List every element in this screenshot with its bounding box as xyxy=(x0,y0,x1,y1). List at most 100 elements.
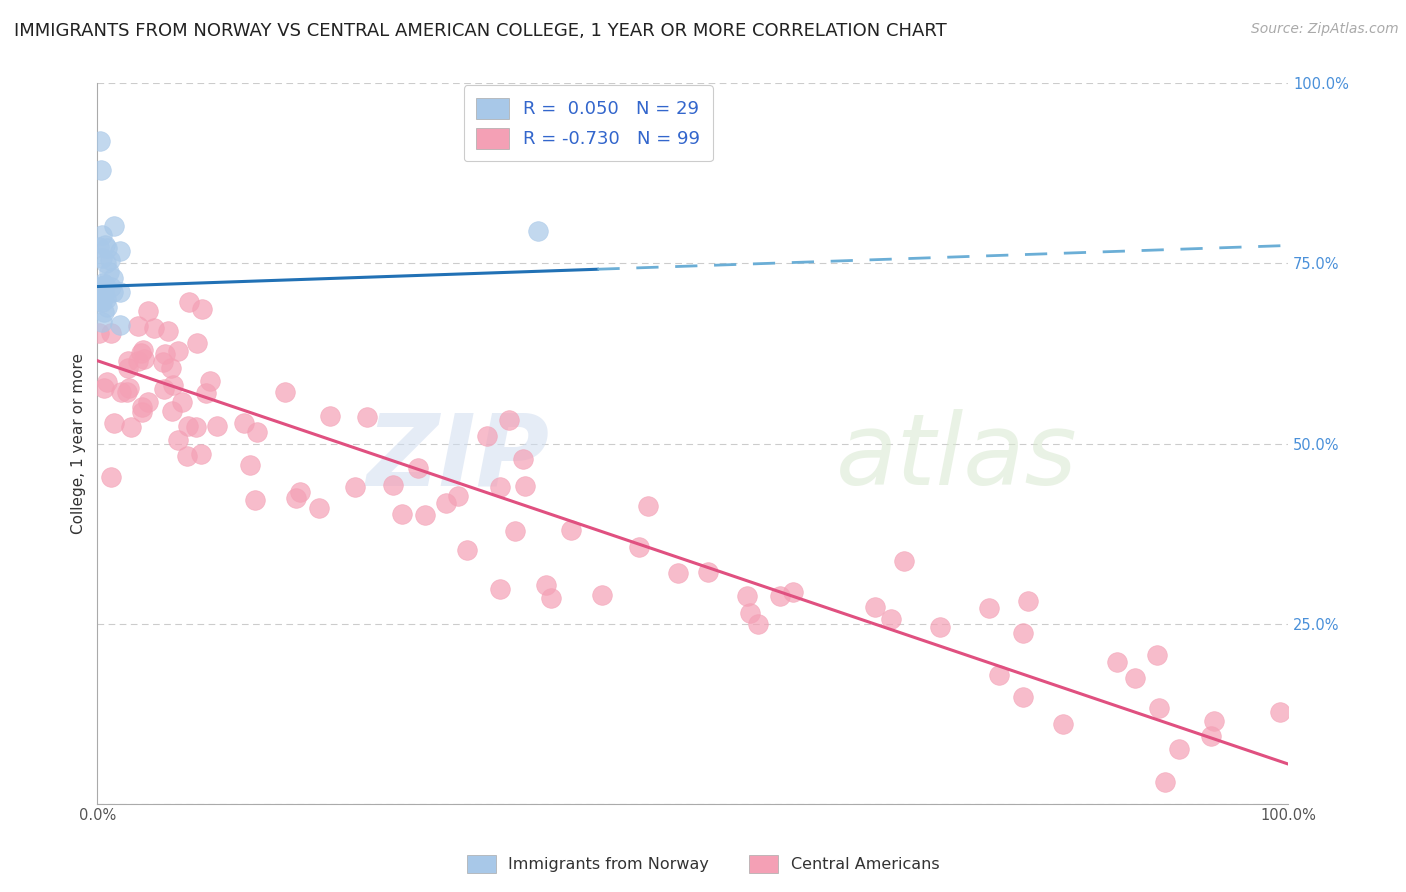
Point xyxy=(456,542,478,557)
Point xyxy=(735,589,758,603)
Point xyxy=(143,321,166,335)
Point xyxy=(893,553,915,567)
Point xyxy=(167,343,190,358)
Point xyxy=(176,449,198,463)
Point xyxy=(190,447,212,461)
Point xyxy=(977,601,1000,615)
Point xyxy=(666,566,689,580)
Point xyxy=(929,620,952,634)
Point xyxy=(100,252,122,267)
Point xyxy=(1052,716,1074,731)
Text: Source: ZipAtlas.com: Source: ZipAtlas.com xyxy=(1251,22,1399,37)
Text: IMMIGRANTS FROM NORWAY VS CENTRAL AMERICAN COLLEGE, 1 YEAR OR MORE CORRELATION C: IMMIGRANTS FROM NORWAY VS CENTRAL AMERIC… xyxy=(14,22,946,40)
Point xyxy=(1012,626,1035,640)
Point xyxy=(127,354,149,368)
Point xyxy=(1147,700,1170,714)
Legend: Immigrants from Norway, Central Americans: Immigrants from Norway, Central American… xyxy=(460,848,946,880)
Point xyxy=(127,318,149,333)
Point xyxy=(100,326,122,340)
Point xyxy=(129,346,152,360)
Point xyxy=(1146,648,1168,662)
Legend: R =  0.050   N = 29, R = -0.730   N = 99: R = 0.050 N = 29, R = -0.730 N = 99 xyxy=(464,86,713,161)
Point xyxy=(628,541,651,555)
Point xyxy=(115,385,138,400)
Point xyxy=(195,386,218,401)
Point xyxy=(245,493,267,508)
Point xyxy=(170,394,193,409)
Point xyxy=(527,224,550,238)
Point xyxy=(117,361,139,376)
Point xyxy=(93,286,115,301)
Point xyxy=(503,524,526,538)
Point xyxy=(108,285,131,299)
Point xyxy=(273,384,295,399)
Point xyxy=(94,237,117,252)
Point xyxy=(91,276,114,290)
Point xyxy=(179,295,201,310)
Point xyxy=(1202,714,1225,728)
Point xyxy=(96,242,118,256)
Point xyxy=(540,591,562,606)
Point xyxy=(131,401,153,415)
Point xyxy=(880,612,903,626)
Point xyxy=(239,458,262,472)
Point xyxy=(637,499,659,513)
Point xyxy=(90,279,112,293)
Point xyxy=(391,508,413,522)
Point xyxy=(91,228,114,243)
Point xyxy=(136,395,159,409)
Point xyxy=(1167,741,1189,756)
Point xyxy=(475,429,498,443)
Point xyxy=(94,256,117,270)
Point xyxy=(120,420,142,434)
Point xyxy=(413,508,436,523)
Point xyxy=(91,294,114,309)
Point xyxy=(591,588,613,602)
Point xyxy=(697,566,720,580)
Point xyxy=(489,480,512,494)
Text: atlas: atlas xyxy=(835,409,1077,507)
Point xyxy=(98,264,121,278)
Point xyxy=(101,271,124,285)
Text: ZIP: ZIP xyxy=(367,409,550,507)
Point xyxy=(96,375,118,389)
Point xyxy=(103,417,125,431)
Point xyxy=(134,351,156,366)
Point xyxy=(87,326,110,340)
Point xyxy=(513,479,536,493)
Point xyxy=(1153,775,1175,789)
Point xyxy=(534,578,557,592)
Point xyxy=(205,419,228,434)
Point xyxy=(89,281,111,295)
Point xyxy=(232,417,254,431)
Point xyxy=(132,343,155,357)
Point xyxy=(356,409,378,424)
Point xyxy=(344,480,367,494)
Point xyxy=(447,489,470,503)
Point xyxy=(166,433,188,447)
Point xyxy=(155,347,177,361)
Point xyxy=(288,484,311,499)
Point xyxy=(131,405,153,419)
Point xyxy=(90,292,112,306)
Point xyxy=(101,285,124,299)
Point xyxy=(988,667,1011,681)
Point xyxy=(94,292,117,306)
Point xyxy=(1268,705,1291,719)
Point xyxy=(198,374,221,388)
Point xyxy=(108,244,131,259)
Point xyxy=(489,582,512,596)
Point xyxy=(118,381,141,395)
Point xyxy=(117,354,139,368)
Point xyxy=(177,419,200,434)
Point xyxy=(285,491,308,505)
Point xyxy=(93,305,115,319)
Y-axis label: College, 1 year or more: College, 1 year or more xyxy=(72,353,86,534)
Point xyxy=(406,461,429,475)
Point xyxy=(110,318,132,333)
Point xyxy=(560,523,582,537)
Point xyxy=(94,277,117,292)
Point xyxy=(87,240,110,254)
Point xyxy=(1012,690,1035,705)
Point xyxy=(160,403,183,417)
